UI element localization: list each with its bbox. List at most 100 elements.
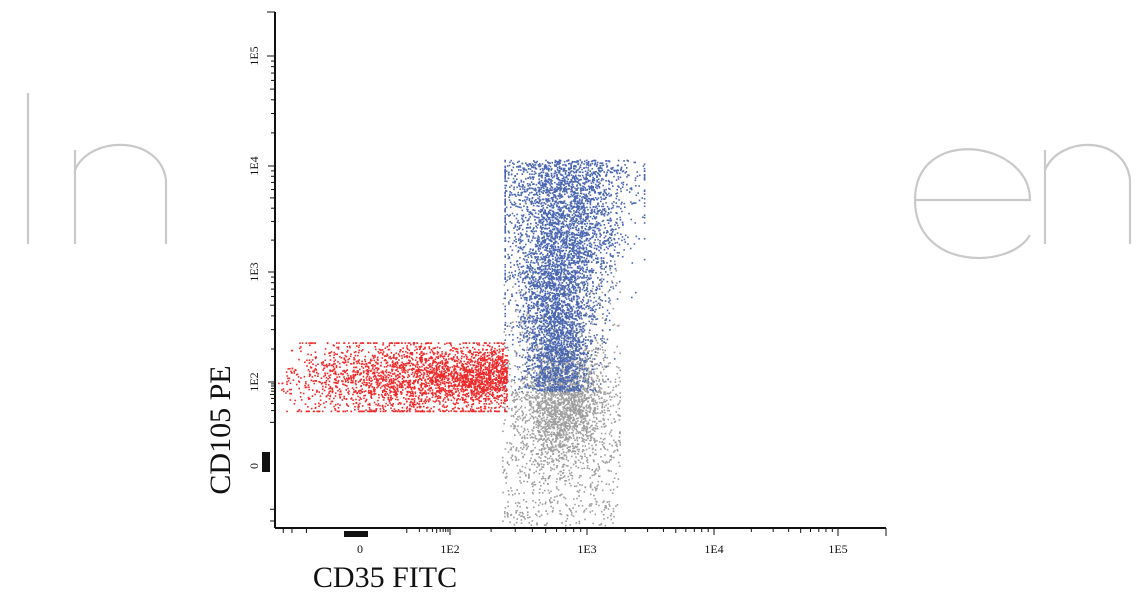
scatter-point (490, 394, 493, 396)
scatter-point (467, 386, 469, 389)
scatter-point (418, 345, 420, 348)
scatter-point (423, 391, 425, 394)
scatter-point (418, 398, 420, 400)
scatter-point (443, 410, 446, 413)
scatter-point (522, 455, 524, 458)
scatter-point (581, 394, 584, 397)
scatter-point (325, 383, 327, 386)
scatter-point (537, 425, 540, 427)
scatter-point (416, 361, 419, 363)
scatter-point (582, 445, 584, 447)
scatter-point (559, 494, 561, 497)
scatter-point (546, 457, 549, 460)
scatter-point (603, 422, 606, 425)
scatter-point (336, 353, 338, 356)
scatter-point (414, 370, 417, 373)
scatter-point (552, 377, 554, 379)
scatter-point (337, 373, 340, 376)
scatter-point (602, 423, 605, 426)
scatter-point (559, 381, 562, 384)
scatter-point (586, 397, 588, 399)
scatter-point (513, 401, 515, 403)
scatter-point (400, 367, 402, 369)
scatter-point (551, 392, 554, 395)
scatter-point (609, 505, 611, 507)
scatter-point (573, 426, 575, 429)
scatter-point (496, 368, 498, 370)
scatter-point (469, 359, 471, 361)
scatter-point (554, 417, 556, 420)
scatter-point (467, 377, 469, 380)
scatter-point (587, 410, 589, 413)
scatter-point (429, 380, 431, 382)
scatter-point (509, 521, 511, 523)
scatter-point (486, 395, 488, 398)
scatter-point (585, 378, 587, 380)
scatter-point (314, 374, 316, 377)
scatter-point (607, 392, 610, 395)
scatter-point (421, 389, 423, 392)
scatter-point (404, 384, 406, 386)
scatter-point (615, 444, 617, 447)
scatter-point (551, 421, 554, 424)
scatter-point (586, 434, 588, 437)
scatter-point (526, 346, 529, 349)
scatter-point (331, 364, 334, 366)
scatter-point (453, 385, 455, 388)
scatter-point (613, 477, 616, 479)
scatter-point (539, 457, 542, 459)
scatter-point (362, 342, 365, 344)
scatter-point (615, 393, 617, 396)
scatter-point (454, 379, 456, 381)
scatter-point (352, 399, 354, 401)
scatter-point (518, 395, 520, 398)
scatter-point (557, 388, 560, 391)
scatter-point (535, 423, 537, 426)
scatter-point (472, 346, 474, 349)
scatter-point (582, 427, 585, 430)
scatter-point (505, 377, 508, 380)
scatter-point (518, 514, 521, 516)
scatter-point (537, 440, 539, 443)
scatter-point (424, 392, 426, 395)
scatter-point (333, 356, 335, 359)
scatter-point (347, 387, 349, 390)
scatter-point (545, 400, 548, 402)
scatter-point (566, 416, 569, 418)
scatter-point (558, 434, 561, 437)
scatter-point (618, 376, 621, 379)
scatter-point (549, 500, 551, 502)
scatter-point (517, 309, 519, 311)
scatter-point (467, 404, 470, 406)
scatter-point (521, 470, 523, 473)
scatter-point (545, 403, 547, 405)
scatter-point (544, 369, 546, 372)
scatter-point (514, 427, 516, 429)
scatter-point (518, 492, 520, 495)
scatter-point (412, 363, 414, 365)
scatter-point (497, 386, 499, 389)
scatter-point (537, 419, 539, 422)
scatter-point (532, 385, 535, 388)
scatter-point (308, 370, 311, 373)
scatter-point (577, 491, 580, 493)
scatter-point (588, 350, 591, 352)
scatter-point (339, 397, 341, 399)
scatter-point (607, 290, 610, 293)
scatter-point (584, 349, 586, 352)
scatter-point (442, 410, 445, 413)
scatter-point (486, 386, 488, 389)
scatter-point (520, 441, 522, 444)
scatter-point (603, 381, 605, 383)
scatter-point (553, 407, 555, 410)
scatter-point (363, 383, 365, 386)
scatter-point (540, 454, 543, 456)
scatter-point (471, 380, 474, 382)
scatter-point (286, 375, 289, 377)
scatter-point (591, 436, 593, 439)
scatter-point (575, 510, 577, 513)
scatter-point (548, 354, 550, 356)
scatter-point (528, 338, 530, 341)
scatter-point (425, 358, 427, 360)
scatter-point (511, 494, 514, 496)
